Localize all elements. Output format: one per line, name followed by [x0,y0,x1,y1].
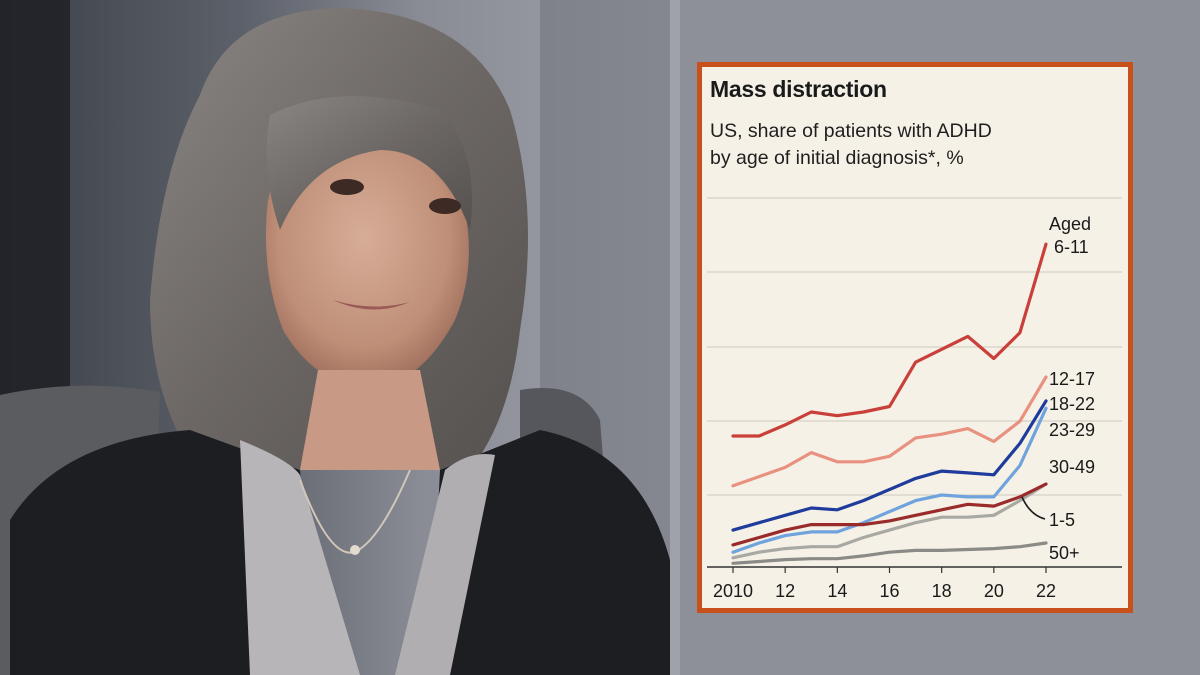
series-line-18-22 [731,399,1048,532]
chart-panel: Mass distraction US, share of patients w… [697,62,1133,613]
series-lines [731,242,1048,565]
series-line-50+ [731,541,1048,565]
x-tick-label: 2010 [713,581,753,601]
series-label-50-plus: 50+ [1049,543,1080,563]
series-label-18-22: 18-22 [1049,394,1095,414]
x-tick-label: 16 [879,581,899,601]
x-axis-ticks: 2010 12 14 16 18 20 22 [713,567,1056,601]
chart-subtitle-line-2: by age of initial diagnosis*, % [710,147,964,169]
label-leader-1-5 [1021,496,1046,520]
series-line-aged-6-11 [731,242,1048,438]
series-label-aged-6-11-line-1: Aged [1049,214,1091,234]
series-labels: Aged 6-11 12-17 18-22 23-29 30-49 1-5 50+ [1021,214,1095,563]
x-tick-label: 18 [932,581,952,601]
series-label-23-29: 23-29 [1049,420,1095,440]
chart-subtitle-line-1: US, share of patients with ADHD [710,120,992,142]
series-line-12-17 [731,375,1048,488]
series-line-23-29 [731,406,1048,554]
x-tick-label: 12 [775,581,795,601]
chart-title: Mass distraction [710,76,887,102]
series-label-1-5: 1-5 [1049,510,1075,530]
series-line-1-5 [731,482,1048,547]
line-chart: 2010 12 14 16 18 20 22 Aged 6-11 12-17 18-22 23-29… [707,197,1122,601]
series-label-30-49: 30-49 [1049,457,1095,477]
x-tick-label: 22 [1036,581,1056,601]
series-label-12-17: 12-17 [1049,369,1095,389]
x-tick-label: 20 [984,581,1004,601]
x-tick-label: 14 [827,581,847,601]
gridlines [707,197,1122,568]
series-line-30-49 [731,482,1048,560]
series-label-aged-6-11-line-2: 6-11 [1054,237,1089,257]
